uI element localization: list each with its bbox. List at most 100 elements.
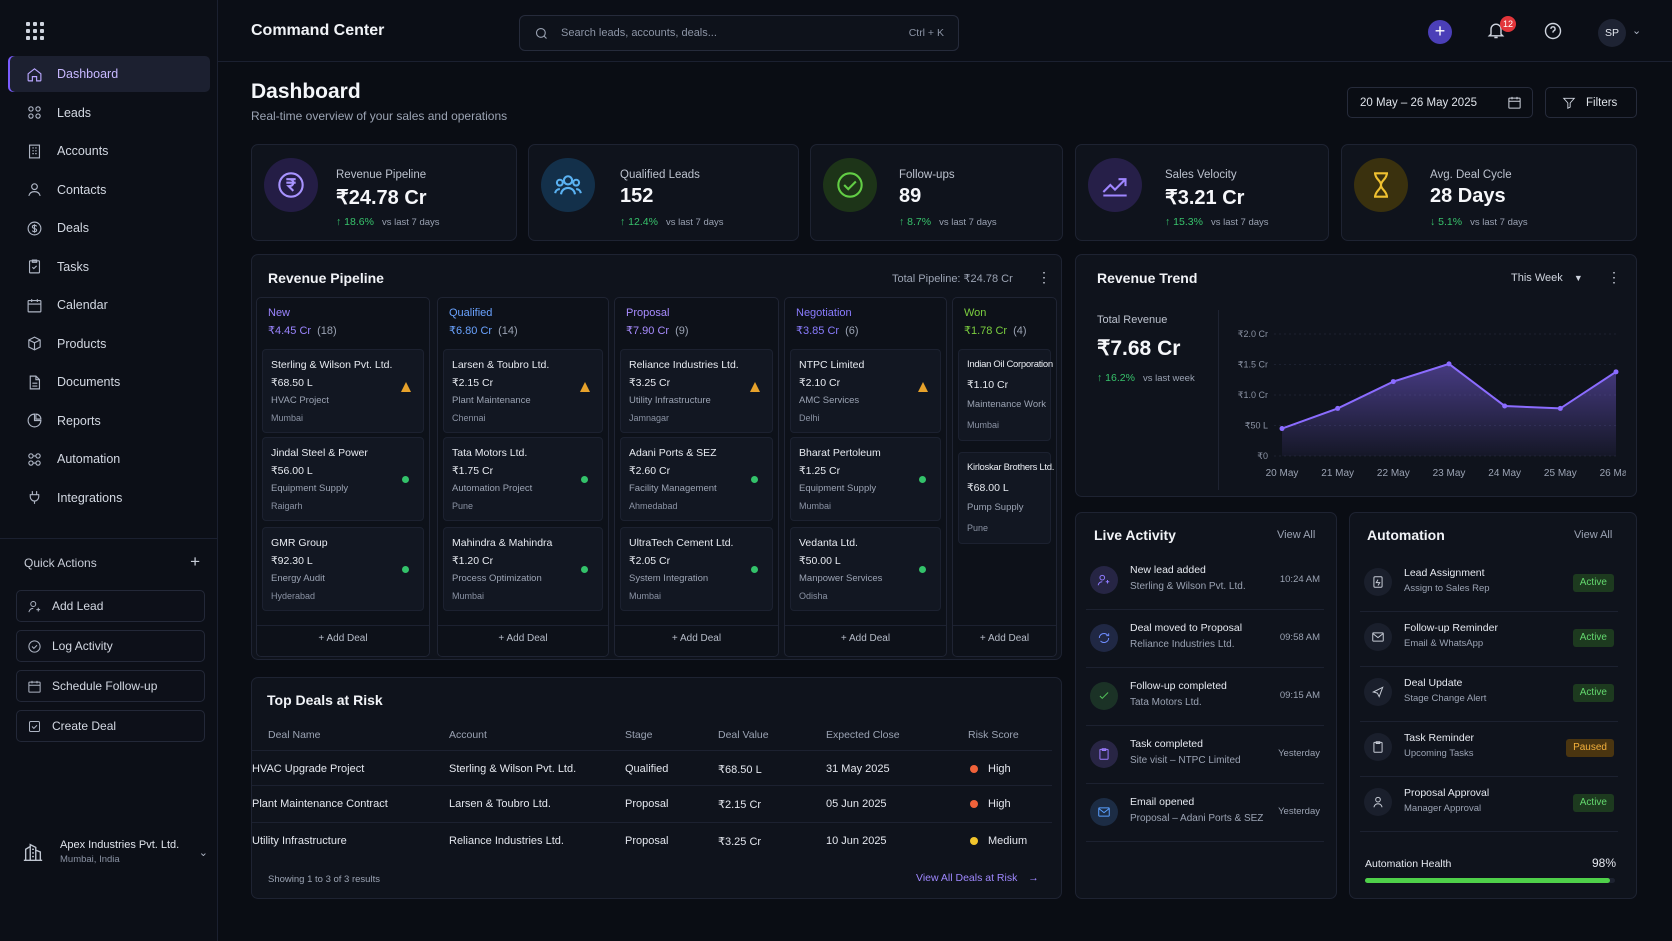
sidebar-item-label: Calendar bbox=[57, 298, 108, 312]
stage-value: ₹3.85 Cr bbox=[796, 325, 840, 337]
deal-type: AMC Services bbox=[799, 395, 860, 406]
organization-switcher[interactable]: Apex Industries Pvt. Ltd. Mumbai, India … bbox=[22, 832, 208, 872]
automation-item[interactable]: Deal Update Stage Change Alert Active bbox=[1360, 666, 1618, 722]
total-revenue-change: ↑ 16.2% vs last week bbox=[1097, 372, 1195, 384]
add-deal-button[interactable]: + Add Deal bbox=[318, 633, 368, 644]
sidebar-item-contacts[interactable]: Contacts bbox=[8, 172, 210, 208]
kpi-change-vs: vs last 7 days bbox=[1210, 217, 1269, 228]
activity-item[interactable]: Task completed Site visit – NTPC Limited Y… bbox=[1086, 728, 1324, 784]
data-point[interactable] bbox=[1279, 426, 1285, 432]
deal-type: Process Optimization bbox=[452, 573, 542, 584]
kpi-card-follow-ups[interactable]: Follow-ups 89 ↑ 8.7% vs last 7 days bbox=[810, 144, 1063, 241]
activity-item[interactable]: Email opened Proposal – Adani Ports & SEZ… bbox=[1086, 786, 1324, 842]
automation-item[interactable]: Task Reminder Upcoming Tasks Paused bbox=[1360, 721, 1618, 777]
sidebar-item-calendar[interactable]: Calendar bbox=[8, 287, 210, 323]
app-launcher-icon[interactable] bbox=[26, 22, 44, 40]
create-new-button[interactable]: + bbox=[1428, 20, 1452, 44]
sidebar-item-products[interactable]: Products bbox=[8, 326, 210, 362]
kpi-card-sales-velocity[interactable]: Sales Velocity ₹3.21 Cr ↑ 15.3% vs last 7… bbox=[1075, 144, 1329, 241]
deal-value: ₹1.10 Cr bbox=[967, 379, 1009, 391]
add-lead-button[interactable]: Add Lead bbox=[16, 590, 205, 622]
deal-city: Hyderabad bbox=[271, 591, 316, 601]
search-input[interactable] bbox=[561, 27, 891, 39]
deal-card[interactable]: Reliance Industries Ltd. ₹3.25 Cr Utility … bbox=[620, 349, 773, 433]
deals-at-risk-title: Top Deals at Risk bbox=[267, 692, 383, 708]
kpi-card-avg-deal-cycle[interactable]: Avg. Deal Cycle 28 Days ↓ 5.1% vs last 7 … bbox=[1341, 144, 1637, 241]
live-activity-view-all[interactable]: View All bbox=[1277, 529, 1316, 541]
sidebar-item-tasks[interactable]: Tasks bbox=[8, 249, 210, 285]
filters-button[interactable]: Filters bbox=[1545, 87, 1637, 118]
deal-card[interactable]: GMR Group ₹92.30 L Energy Audit Hyderabad bbox=[262, 527, 424, 611]
data-point[interactable] bbox=[1557, 405, 1563, 411]
search-bar[interactable]: Ctrl + K bbox=[519, 15, 959, 51]
help-button[interactable] bbox=[1543, 21, 1565, 43]
data-point[interactable] bbox=[1335, 405, 1341, 411]
activity-item[interactable]: Follow-up completed Tata Motors Ltd. 09:15… bbox=[1086, 670, 1324, 726]
filter-icon bbox=[1562, 97, 1576, 109]
deal-card[interactable]: Bharat Pertoleum ₹1.25 Cr Equipment Supply… bbox=[790, 437, 941, 521]
link-label: View All Deals at Risk bbox=[916, 872, 1018, 884]
sidebar-item-dashboard[interactable]: Dashboard bbox=[8, 56, 210, 92]
stage-value: ₹7.90 Cr bbox=[626, 325, 670, 337]
sidebar-item-label: Documents bbox=[57, 375, 121, 389]
stage-count: (18) bbox=[317, 325, 337, 337]
deal-name-cell: Plant Maintenance Contract bbox=[252, 798, 388, 810]
sidebar-item-automation[interactable]: Automation bbox=[8, 441, 210, 477]
deal-card[interactable]: Tata Motors Ltd. ₹1.75 Cr Automation Proje… bbox=[443, 437, 603, 521]
period-select[interactable]: This Week ▼ bbox=[1511, 272, 1583, 284]
deal-card[interactable]: Vedanta Ltd. ₹50.00 L Manpower Services Odi… bbox=[790, 527, 941, 611]
box-icon bbox=[28, 336, 41, 351]
deal-card[interactable]: UltraTech Cement Ltd. ₹2.05 Cr System Inte… bbox=[620, 527, 773, 611]
activity-item[interactable]: New lead added Sterling & Wilson Pvt. Ltd… bbox=[1086, 554, 1324, 610]
deal-card[interactable]: Jindal Steel & Power ₹56.00 L Equipment Su… bbox=[262, 437, 424, 521]
sidebar-item-documents[interactable]: Documents bbox=[8, 364, 210, 400]
view-all-deals-at-risk-link[interactable]: View All Deals at Risk → bbox=[916, 872, 1039, 884]
add-deal-button[interactable]: + Add Deal bbox=[979, 633, 1030, 644]
add-quick-action-icon[interactable]: + bbox=[190, 552, 200, 571]
add-deal-button[interactable]: + Add Deal bbox=[671, 633, 722, 644]
total-revenue-value: ₹7.68 Cr bbox=[1097, 337, 1181, 360]
deal-account-name: Adani Ports & SEZ bbox=[629, 447, 717, 459]
notifications-button[interactable] bbox=[1486, 20, 1510, 44]
create-deal-button[interactable]: Create Deal bbox=[16, 710, 205, 742]
automation-health-track bbox=[1365, 878, 1615, 883]
sidebar-item-leads[interactable]: Leads bbox=[8, 95, 210, 131]
deal-card[interactable]: Mahindra & Mahindra ₹1.20 Cr Process Optim… bbox=[443, 527, 603, 611]
status-badge: Active bbox=[1572, 794, 1614, 812]
data-point[interactable] bbox=[1390, 379, 1396, 385]
table-row[interactable]: HVAC Upgrade Project Sterling & Wilson Pv… bbox=[252, 750, 1052, 786]
activity-item[interactable]: Deal moved to Proposal Reliance Industrie… bbox=[1086, 612, 1324, 668]
data-point[interactable] bbox=[1446, 361, 1452, 367]
more-options-icon[interactable]: ⋮ bbox=[1037, 269, 1051, 285]
schedule-follow-up-button[interactable]: Schedule Follow-up bbox=[16, 670, 205, 702]
sidebar-item-deals[interactable]: Deals bbox=[8, 210, 210, 246]
log-activity-button[interactable]: Log Activity bbox=[16, 630, 205, 662]
activity-subtitle: Sterling & Wilson Pvt. Ltd. bbox=[1130, 581, 1246, 592]
sidebar-item-integrations[interactable]: Integrations bbox=[8, 480, 210, 516]
automation-item[interactable]: Follow-up Reminder Email & WhatsApp Active bbox=[1360, 611, 1618, 667]
chevron-down-icon[interactable]: ⌄ bbox=[1632, 25, 1642, 37]
automation-item[interactable]: Lead Assignment Assign to Sales Rep Active bbox=[1360, 556, 1618, 612]
table-row[interactable]: Plant Maintenance Contract Larsen & Toubr… bbox=[252, 785, 1052, 821]
deal-card[interactable]: Adani Ports & SEZ ₹2.60 Cr Facility Manage… bbox=[620, 437, 773, 521]
date-range-picker[interactable]: 20 May – 26 May 2025 bbox=[1347, 87, 1533, 118]
kpi-card-qualified-leads[interactable]: Qualified Leads 152 ↑ 12.4% vs last 7 day… bbox=[528, 144, 799, 241]
table-row[interactable]: Utility Infrastructure Reliance Industrie… bbox=[252, 822, 1052, 858]
deal-card[interactable]: Kirloskar Brothers Ltd. ₹68.00 L Pump Supp… bbox=[958, 452, 1054, 544]
sidebar-item-reports[interactable]: Reports bbox=[8, 403, 210, 439]
avatar[interactable]: SP bbox=[1598, 19, 1626, 47]
notification-badge: 12 bbox=[1500, 16, 1517, 32]
add-deal-button[interactable]: + Add Deal bbox=[498, 633, 548, 644]
data-point[interactable] bbox=[1502, 403, 1508, 409]
deal-card[interactable]: Indian Oil Corporation ₹1.10 Cr Maintenanc… bbox=[958, 349, 1053, 441]
more-options-icon[interactable]: ⋮ bbox=[1607, 269, 1621, 285]
automation-view-all[interactable]: View All bbox=[1574, 529, 1613, 541]
deal-card[interactable]: Sterling & Wilson Pvt. Ltd. ₹68.50 L HVAC … bbox=[262, 349, 424, 433]
deal-card[interactable]: Larsen & Toubro Ltd. ₹2.15 Cr Plant Mainte… bbox=[443, 349, 603, 433]
data-point[interactable] bbox=[1613, 369, 1619, 375]
kpi-card-revenue-pipeline[interactable]: Revenue Pipeline ₹24.78 Cr ↑ 18.6% vs las… bbox=[251, 144, 517, 241]
automation-item[interactable]: Proposal Approval Manager Approval Active bbox=[1360, 776, 1618, 832]
add-deal-button[interactable]: + Add Deal bbox=[840, 633, 891, 644]
deal-card[interactable]: NTPC Limited ₹2.10 Cr AMC Services Delhi bbox=[790, 349, 941, 433]
sidebar-item-accounts[interactable]: Accounts bbox=[8, 133, 210, 169]
